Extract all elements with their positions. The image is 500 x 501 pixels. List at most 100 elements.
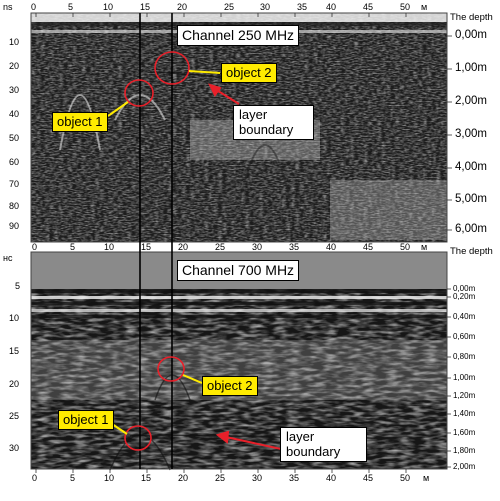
top-distance-tick: 0 xyxy=(31,2,37,12)
top-object2-circle xyxy=(154,51,190,85)
bottom-depth-tick: 1,80m xyxy=(453,446,476,455)
top-bottom-distance-tick: 40 xyxy=(326,242,337,252)
top-object1-circle xyxy=(124,79,154,107)
top-distance-tick: 5 xyxy=(68,2,74,12)
top-distance-tick: 35 xyxy=(297,2,308,12)
bottom-distance-ticks xyxy=(35,469,407,473)
bottom-object2-leader xyxy=(182,374,203,384)
bottom-time-tick: 25 xyxy=(9,411,20,421)
top-bottom-distance-tick: 25 xyxy=(215,242,226,252)
top-object1-leader xyxy=(107,101,129,117)
top-bottom-distance-tick: 5 xyxy=(70,242,76,252)
top-bottom-distance-tick: 0 xyxy=(32,242,38,252)
bottom-object2-circle xyxy=(157,356,185,382)
bottom-depth-tick: 1,60m xyxy=(453,428,476,437)
bottom-distance-tick: 40 xyxy=(326,473,337,483)
bottom-depth-tick: 0,60m xyxy=(453,332,476,341)
bottom-depth-tick: 2,00m xyxy=(453,462,476,471)
top-time-tick: 20 xyxy=(9,61,20,71)
bottom-object1-circle xyxy=(124,425,152,451)
top-distance-tick: 50 xyxy=(400,2,411,12)
bottom-time-unit: нс xyxy=(3,253,13,263)
bottom-depth-title: The depth xyxy=(450,246,493,257)
top-distance-tick: 40 xyxy=(326,2,337,12)
top-time-tick: 90 xyxy=(9,221,20,231)
top-bottom-distance-tick: 45 xyxy=(363,242,374,252)
bottom-depth-tick: 1,20m xyxy=(453,391,476,400)
top-time-unit: ns xyxy=(3,2,13,12)
top-distance-tick: 15 xyxy=(140,2,151,12)
bottom-time-tick: 30 xyxy=(9,443,20,453)
bottom-distance-tick: 20 xyxy=(178,473,189,483)
top-distance-unit: м xyxy=(421,2,428,12)
top-time-tick: 40 xyxy=(9,109,20,119)
top-bottom-distance-tick: 10 xyxy=(104,242,115,252)
top-depth-tick: 4,00m xyxy=(455,161,487,173)
bottom-channel-label: Channel 700 MHz xyxy=(177,260,300,281)
bottom-distance-tick: 15 xyxy=(141,473,152,483)
top-bottom-distance-tick: 50 xyxy=(400,242,411,252)
bottom-depth-tick: 0,40m xyxy=(453,312,476,321)
top-time-tick: 60 xyxy=(9,157,20,167)
bottom-distance-tick: 35 xyxy=(289,473,300,483)
top-depth-tick: 0,00m xyxy=(455,29,487,41)
top-bottom-distance-tick: 15 xyxy=(141,242,152,252)
bottom-layer-arrow-head xyxy=(215,430,230,444)
top-distance-tick: 25 xyxy=(224,2,235,12)
top-depth-tick: 3,00m xyxy=(455,128,487,140)
top-distance-tick: 30 xyxy=(260,2,271,12)
top-time-tick: 30 xyxy=(9,85,20,95)
bottom-depth-tick: 1,00m xyxy=(453,373,476,382)
top-bottom-distance-tick: 30 xyxy=(252,242,263,252)
top-depth-tick: 5,00m xyxy=(455,193,487,205)
bottom-depth-tick: 0,20m xyxy=(453,292,476,301)
top-depth-ticks xyxy=(447,35,452,231)
bottom-distance-tick: 5 xyxy=(70,473,76,483)
top-depth-title: The depth xyxy=(450,12,493,23)
top-object1-label: object 1 xyxy=(52,112,108,132)
bottom-depth-ticks xyxy=(447,288,451,468)
top-time-tick: 80 xyxy=(9,201,20,211)
top-depth-tick: 1,00m xyxy=(455,62,487,74)
bottom-object2-label: object 2 xyxy=(202,376,258,396)
top-layer-arrow xyxy=(214,88,240,105)
bottom-distance-unit: м xyxy=(423,473,430,483)
bottom-distance-tick: 0 xyxy=(32,473,38,483)
top-distance-ticks xyxy=(35,13,407,242)
bottom-time-tick: 15 xyxy=(9,346,20,356)
bottom-time-tick: 5 xyxy=(15,281,21,291)
top-channel-label: Channel 250 MHz xyxy=(177,25,300,46)
bottom-distance-tick: 25 xyxy=(215,473,226,483)
top-bottom-distance-unit: м xyxy=(421,242,428,252)
top-time-tick: 50 xyxy=(9,133,20,143)
bottom-layer-arrow xyxy=(225,436,282,450)
top-distance-tick: 45 xyxy=(363,2,374,12)
bottom-time-tick: 10 xyxy=(9,313,20,323)
top-bottom-distance-tick: 35 xyxy=(289,242,300,252)
bottom-depth-tick: 0,80m xyxy=(453,352,476,361)
bottom-distance-tick: 50 xyxy=(400,473,411,483)
top-time-tick: 70 xyxy=(9,179,20,189)
top-object2-leader xyxy=(188,70,221,74)
bottom-time-tick: 20 xyxy=(9,379,20,389)
top-distance-tick: 20 xyxy=(177,2,188,12)
top-layer-boundary-label: layer boundary xyxy=(233,105,314,141)
bottom-depth-tick: 0,00m xyxy=(453,284,476,293)
bottom-distance-tick: 10 xyxy=(104,473,115,483)
bottom-object1-leader xyxy=(111,423,128,435)
top-time-tick: 10 xyxy=(9,37,20,47)
top-layer-arrow-head xyxy=(208,83,222,97)
bottom-layer-boundary-label: layer boundary xyxy=(280,427,367,463)
bottom-distance-tick: 30 xyxy=(252,473,263,483)
bottom-depth-tick: 1,40m xyxy=(453,409,476,418)
top-object2-label: object 2 xyxy=(221,63,277,83)
top-frame xyxy=(30,12,448,243)
bottom-object1-label: object 1 xyxy=(58,410,114,430)
top-distance-tick: 10 xyxy=(103,2,114,12)
top-bottom-distance-tick: 20 xyxy=(178,242,189,252)
top-depth-tick: 6,00m xyxy=(455,223,487,235)
bottom-frame xyxy=(30,251,448,470)
bottom-distance-tick: 45 xyxy=(363,473,374,483)
top-depth-tick: 2,00m xyxy=(455,95,487,107)
